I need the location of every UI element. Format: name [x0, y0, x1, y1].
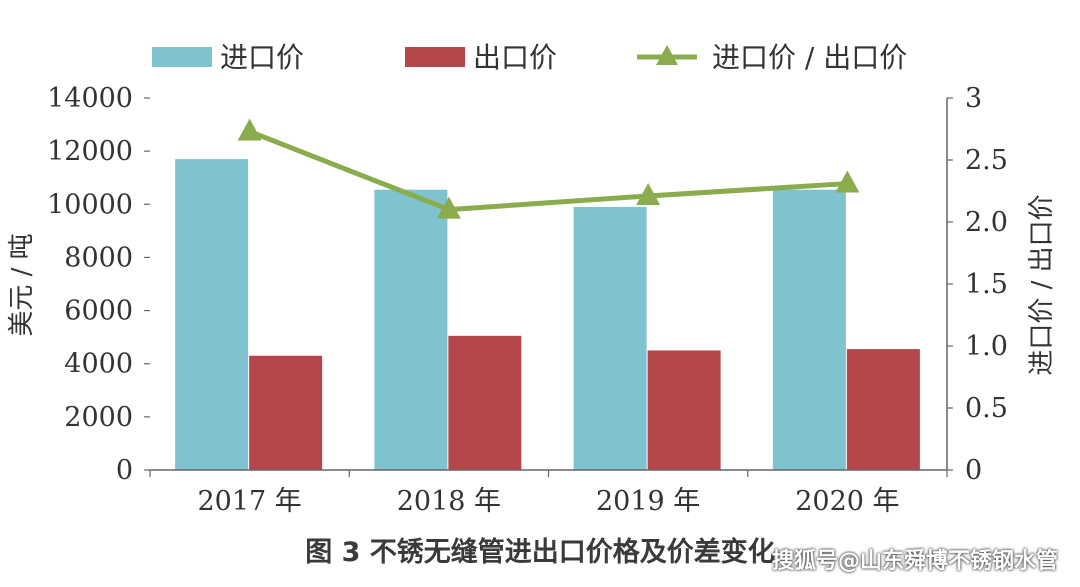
x-tick-label: 2018 年 [397, 486, 501, 517]
y2-tick-label: 3 [965, 83, 982, 114]
y2-tick-label: 1.0 [965, 331, 1008, 362]
bar-export-1 [448, 335, 522, 470]
ratio-series-line [248, 129, 848, 213]
y2-axis-title: 进口价 / 出口价 [1027, 194, 1057, 375]
y2-tick-label: 0 [965, 455, 982, 486]
bar-import-1 [374, 189, 448, 470]
y-tick-label: 4000 [64, 349, 133, 380]
bar-import-0 [175, 159, 249, 470]
bar-export-3 [846, 349, 920, 470]
bar-export-2 [647, 350, 721, 470]
y-tick-label: 6000 [64, 296, 133, 327]
legend-swatch [405, 47, 465, 67]
legend: 进口价 出口价 进口价 / 出口价 [152, 41, 907, 74]
x-tick-label: 2019 年 [596, 486, 700, 517]
bar-import-2 [573, 206, 647, 470]
ratio-point-1 [436, 196, 461, 219]
legend-swatch [152, 47, 212, 67]
y-tick-label: 0 [116, 455, 133, 486]
ratio-line [237, 118, 860, 219]
axes: 0 2000 4000 6000 8000 10000 12000 14000 0 0.5 1.0 1… [47, 83, 1008, 517]
y2-tick-label: 2.0 [965, 207, 1008, 238]
bar-export-0 [249, 355, 323, 470]
legend-label: 进口价 / 出口价 [712, 41, 907, 74]
y-tick-label: 8000 [64, 242, 133, 273]
y-tick-label: 14000 [47, 83, 133, 114]
y-tick-label: 10000 [47, 189, 133, 220]
y2-tick-label: 0.5 [965, 393, 1008, 424]
ratio-point-3 [835, 170, 860, 193]
legend-export-price: 出口价 [405, 41, 557, 74]
legend-swatch-marker [656, 45, 678, 65]
legend-label: 出口价 [473, 41, 557, 74]
ratio-point-0 [237, 118, 262, 141]
y2-tick-label: 1.5 [965, 269, 1008, 300]
y-tick-label: 12000 [47, 136, 133, 167]
ratio-point-2 [636, 182, 661, 205]
watermark: 搜狐号@山东舜博不锈钢水管 [771, 549, 1058, 574]
y-tick-label: 2000 [64, 402, 133, 433]
y2-tick-label: 2.5 [965, 145, 1008, 176]
x-tick-label: 2020 年 [795, 486, 899, 517]
bar-import-3 [772, 189, 846, 470]
bars [175, 159, 920, 470]
legend-label: 进口价 [220, 41, 304, 74]
legend-import-price: 进口价 [152, 41, 304, 74]
x-tick-label: 2017 年 [197, 486, 301, 517]
legend-ratio: 进口价 / 出口价 [637, 41, 907, 74]
figure-caption: 图 3 不锈无缝管进出口价格及价差变化 [305, 537, 775, 568]
y-axis-title: 美元 / 吨 [7, 233, 37, 336]
